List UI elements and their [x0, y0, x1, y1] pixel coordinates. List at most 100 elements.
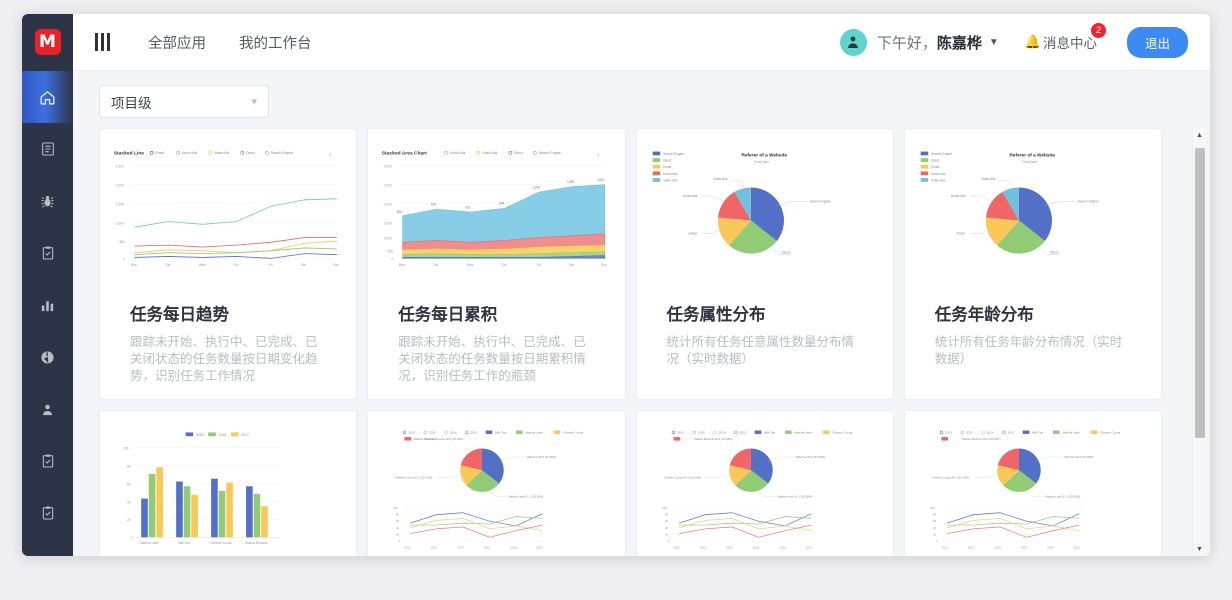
svg-text:500: 500	[388, 250, 394, 254]
svg-text:Milk Tea: Milk Tea	[1032, 430, 1043, 434]
logo-mark: M	[34, 29, 61, 55]
svg-text:Email: Email	[956, 232, 964, 236]
top-navigation: 全部应用 我的工作台	[148, 32, 312, 53]
card-grouped-bar[interactable]: 2015 2016 2017 100 80 60 40 20 0	[99, 409, 358, 556]
svg-text:Matcha Latte: Matcha Latte	[794, 430, 812, 434]
chart-thumbnail: Stacked Line Email Union Ads Video Ads D…	[110, 139, 346, 287]
svg-text:40: 40	[664, 525, 668, 529]
svg-text:Email: Email	[663, 165, 671, 169]
scrollbar-thumb[interactable]	[1194, 148, 1205, 438]
svg-text:Union Ads: Union Ads	[682, 194, 697, 198]
svg-text:Union Ads: Union Ads	[931, 172, 946, 176]
card-daily-cumulative[interactable]: Stacked Area Chart Union Ads Video Ads D…	[367, 128, 626, 400]
card-attribute-distribution[interactable]: Referer of a Website From Data Search En…	[635, 128, 894, 400]
svg-text:2012: 2012	[408, 430, 415, 434]
svg-text:60: 60	[664, 519, 668, 523]
svg-text:2013: 2013	[966, 430, 973, 434]
svg-text:2016: 2016	[511, 545, 518, 549]
menu-bars-icon[interactable]	[95, 33, 110, 51]
bar-chart-icon	[41, 300, 54, 311]
app-logo[interactable]: M	[22, 14, 73, 71]
caret-up-icon[interactable]: ▲	[1196, 131, 1203, 139]
svg-text:2014: 2014	[987, 430, 994, 434]
svg-text:80: 80	[664, 512, 668, 516]
svg-text:Union Ads: Union Ads	[182, 151, 198, 155]
greeting-text: 下午好，陈嘉桦	[877, 32, 982, 53]
card-description: 跟踪未开始、执行中、已完成、已关闭状态的任务数量按日期累积情况，识别任务工作的瓶…	[398, 335, 586, 383]
svg-text:2015: 2015	[739, 430, 746, 434]
svg-text:2013: 2013	[699, 545, 706, 549]
svg-text:0: 0	[936, 539, 938, 543]
card-pie-line-combo-1[interactable]: 2012 2013 2014 2015 Milk Tea Matcha Latt…	[367, 409, 626, 556]
svg-text:2,000: 2,000	[384, 202, 392, 206]
scrollbar-track[interactable]	[1193, 142, 1207, 542]
nav-item-my-workspace[interactable]: 我的工作台	[239, 35, 312, 52]
svg-text:Cheese Cocoa: Cheese Cocoa	[1100, 430, 1120, 434]
svg-text:Milk Tea: Milk Tea	[495, 430, 506, 434]
sidebar-item-tasks-3[interactable]	[22, 487, 73, 539]
svg-text:40: 40	[396, 525, 400, 529]
sidebar-item-reports[interactable]	[22, 279, 73, 331]
scope-select[interactable]: 项目级 ▾	[99, 85, 269, 118]
vertical-scrollbar[interactable]: ▲ ▼	[1192, 128, 1206, 556]
svg-text:Union Ads: Union Ads	[663, 172, 678, 176]
avatar[interactable]	[839, 28, 867, 56]
svg-text:Tue: Tue	[433, 263, 439, 267]
svg-text:Fri: Fri	[537, 263, 541, 267]
card-description: 统计所有任务年龄分布情况（实时数据）	[934, 335, 1123, 366]
svg-text:Matcha Latte: Matcha Latte	[140, 541, 159, 545]
svg-text:Video Ads: Video Ads	[981, 177, 996, 181]
svg-text:0: 0	[399, 539, 401, 543]
card-age-distribution[interactable]: Referer of a Website From Data Search En…	[903, 128, 1162, 400]
svg-text:⤓: ⤓	[329, 151, 331, 157]
header-right-group: 下午好，陈嘉桦 ▼ 🔔 消息中心 2 退出	[839, 23, 1210, 58]
chart-thumbnail: 2012 2013 2014 2015 Milk Tea Matcha Latt…	[915, 421, 1151, 556]
card-daily-trend[interactable]: Stacked Line Email Union Ads Video Ads D…	[99, 128, 358, 400]
svg-text:2014: 2014	[994, 545, 1001, 549]
svg-text:Milk Tea 56.5 (32.08%): Milk Tea 56.5 (32.08%)	[1064, 455, 1093, 459]
sidebar-item-tasks-1[interactable]	[22, 227, 73, 279]
sidebar-item-bugs[interactable]	[22, 175, 73, 227]
nav-item-all-apps[interactable]: 全部应用	[148, 35, 206, 52]
card-grid: Stacked Line Email Union Ads Video Ads D…	[99, 128, 1184, 556]
svg-text:20: 20	[127, 518, 131, 522]
pie-line-combo-chart: 2012 2013 2014 2015 Milk Tea Matcha Latt…	[393, 430, 584, 549]
svg-text:Walnut Brownie 26.2 (15.18%): Walnut Brownie 26.2 (15.18%)	[426, 437, 464, 441]
message-center-button[interactable]: 🔔 消息中心 2	[1025, 23, 1106, 52]
svg-text:Union Ads: Union Ads	[450, 151, 466, 155]
svg-text:2013: 2013	[698, 430, 705, 434]
svg-text:60: 60	[933, 519, 937, 523]
card-description: 跟踪未开始、执行中、已完成、已关闭状态的任务数量按日期变化趋势，识别任务工作情况	[130, 335, 318, 383]
svg-text:2015: 2015	[484, 545, 491, 549]
svg-text:2017: 2017	[805, 545, 812, 549]
caret-down-icon[interactable]: ▼	[1196, 545, 1203, 553]
svg-text:Direct: Direct	[663, 159, 671, 163]
card-description: 统计所有任务任意属性数量分布情况（实时数据）	[666, 335, 855, 366]
logout-button[interactable]: 退出	[1126, 26, 1188, 58]
cards-scroll-region[interactable]: Stacked Line Email Union Ads Video Ads D…	[99, 128, 1210, 556]
svg-text:2012: 2012	[945, 430, 952, 434]
svg-text:2014: 2014	[450, 430, 457, 434]
chevron-down-icon: ▾	[251, 96, 257, 108]
sidebar-item-global[interactable]	[22, 331, 73, 383]
sidebar-item-users[interactable]	[22, 383, 73, 435]
svg-text:500: 500	[119, 240, 125, 244]
sidebar-item-documents[interactable]	[22, 123, 73, 175]
card-pie-line-combo-2[interactable]: 2012 2013 2014 2015 Milk Tea Matcha Latt…	[635, 409, 894, 556]
svg-text:1,500: 1,500	[116, 202, 124, 206]
stacked-area-chart: Stacked Area Chart Union Ads Video Ads D…	[382, 150, 607, 267]
svg-text:Email: Email	[931, 165, 939, 169]
svg-text:Stacked Area Chart: Stacked Area Chart	[382, 150, 427, 156]
sidebar-item-tasks-2[interactable]	[22, 435, 73, 487]
svg-text:Milk Tea: Milk Tea	[178, 541, 190, 545]
svg-text:2015: 2015	[1007, 430, 1014, 434]
svg-text:Mon: Mon	[131, 263, 137, 267]
chevron-down-icon[interactable]: ▼	[988, 36, 999, 48]
svg-text:2013: 2013	[431, 545, 438, 549]
card-pie-line-combo-3[interactable]: 2012 2013 2014 2015 Milk Tea Matcha Latt…	[903, 409, 1162, 556]
svg-text:Thu: Thu	[501, 263, 507, 267]
svg-text:2,500: 2,500	[116, 165, 124, 169]
sidebar-item-home[interactable]	[22, 71, 73, 123]
bug-icon	[41, 195, 54, 208]
svg-text:80: 80	[933, 512, 937, 516]
